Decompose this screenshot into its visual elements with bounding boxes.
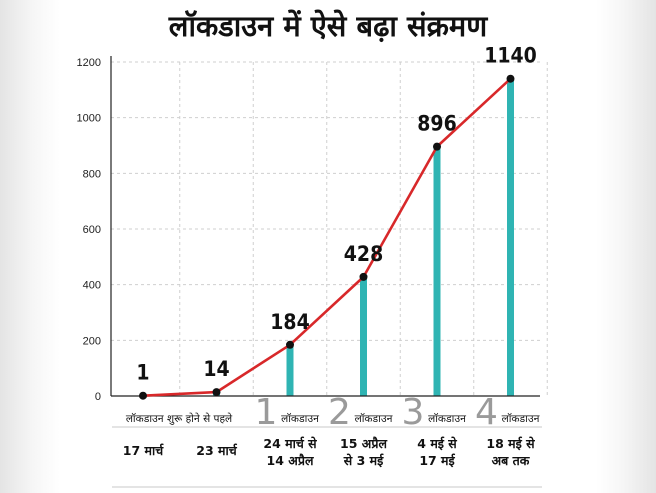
date-label: अब तक — [492, 453, 531, 468]
value-label: 14 — [203, 357, 229, 381]
y-tick-label: 1000 — [77, 113, 101, 125]
y-tick-label: 400 — [83, 280, 101, 292]
data-point-marker — [139, 391, 147, 400]
trend-line — [142, 77, 512, 398]
date-label: 4 मई से — [417, 436, 457, 451]
date-label: 24 मार्च से — [263, 436, 317, 451]
y-tick-label: 1200 — [77, 57, 101, 69]
data-point-marker — [433, 142, 441, 151]
date-label: 23 मार्च — [196, 443, 237, 458]
value-label: 1140 — [484, 44, 537, 68]
y-tick-label: 600 — [83, 224, 101, 236]
value-label: 896 — [417, 112, 456, 136]
value-bar — [507, 78, 514, 396]
date-label: 15 अप्रैल — [340, 436, 387, 451]
date-label: 14 अप्रैल — [267, 453, 314, 468]
y-tick-label: 200 — [83, 335, 101, 347]
value-bar — [433, 146, 441, 396]
y-tick-label: 0 — [95, 391, 101, 403]
date-label: 17 मार्च — [123, 443, 164, 458]
date-label: 17 मई — [419, 453, 455, 468]
data-point-marker — [212, 388, 221, 397]
date-label: से 3 मई — [343, 453, 384, 468]
value-bar — [360, 276, 367, 396]
phase-number: 3 — [402, 392, 425, 433]
phase-number: 2 — [328, 392, 351, 433]
phase-label: लॉकडाउन — [355, 412, 393, 425]
phase-number: 4 — [475, 392, 498, 433]
phase-label: लॉकडाउन — [502, 412, 540, 425]
date-label: 18 मई से — [486, 436, 535, 451]
left-edge-shade — [0, 0, 60, 493]
value-label: 1 — [136, 361, 149, 385]
data-point-marker — [506, 74, 515, 83]
right-edge-shade — [596, 0, 656, 493]
phase-label: लॉकडाउन — [281, 412, 319, 425]
value-label: 184 — [270, 310, 309, 334]
value-bar — [286, 344, 294, 396]
phase-label: लॉकडाउन शुरू होने से पहले — [126, 412, 233, 425]
data-point-marker — [359, 272, 368, 281]
phase-label: लॉकडाउन — [428, 412, 466, 425]
y-tick-label: 800 — [83, 168, 101, 180]
chart-title: लॉकडाउन में ऐसे बढ़ा संक्रमण — [168, 9, 488, 43]
value-label: 428 — [344, 242, 383, 266]
data-point-marker — [286, 340, 294, 349]
phase-number: 1 — [255, 392, 278, 433]
